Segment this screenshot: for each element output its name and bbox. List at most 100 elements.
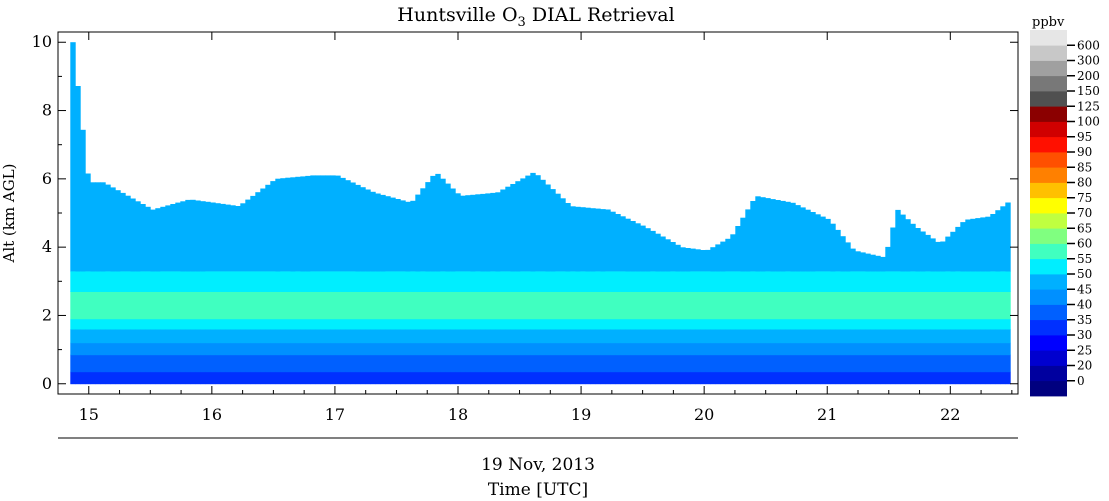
heat-cell: [820, 329, 826, 344]
heat-cell: [1000, 206, 1006, 272]
colorbar-level-label: 25: [1077, 343, 1092, 357]
heat-cell: [200, 291, 206, 320]
heat-cell: [340, 342, 346, 356]
heat-cell: [160, 206, 166, 272]
heat-cell: [520, 318, 526, 330]
heat-cell: [235, 291, 241, 320]
heat-cell: [250, 195, 256, 272]
colorbar-swatch: [1030, 91, 1067, 107]
heat-cell: [780, 318, 786, 330]
heat-cell: [405, 342, 411, 356]
heat-cell: [935, 271, 941, 292]
heat-cell: [625, 329, 631, 344]
heat-cell: [430, 342, 436, 356]
heat-cell: [165, 354, 171, 373]
heat-cell: [895, 291, 901, 320]
heat-cell: [255, 192, 261, 272]
heat-cell: [315, 175, 321, 272]
heat-cell: [430, 291, 436, 320]
heat-cell: [110, 329, 116, 344]
heat-cell: [775, 291, 781, 320]
colorbar-units-label: ppbv: [1032, 15, 1065, 30]
heat-cell: [715, 291, 721, 320]
heat-cell: [730, 342, 736, 356]
heat-cell: [780, 271, 786, 292]
heat-cell: [895, 342, 901, 356]
heat-cell: [560, 354, 566, 373]
heat-cell: [500, 342, 506, 356]
heat-cell: [80, 291, 86, 320]
heat-cell: [520, 371, 526, 385]
heat-cell: [280, 371, 286, 385]
heat-cell: [465, 271, 471, 292]
heat-cell: [725, 291, 731, 320]
heat-cell: [70, 354, 76, 373]
heat-cell: [130, 371, 136, 385]
heat-cell: [470, 329, 476, 344]
heat-cell: [695, 318, 701, 330]
heat-cell: [950, 354, 956, 373]
heat-cell: [715, 271, 721, 292]
heat-cell: [920, 354, 926, 373]
heat-cell: [95, 318, 101, 330]
heat-cell: [570, 329, 576, 344]
heat-cell: [565, 271, 571, 292]
heat-cell: [515, 342, 521, 356]
heat-cell: [960, 222, 966, 272]
heat-cell: [320, 318, 326, 330]
heat-cell: [120, 291, 126, 320]
heat-cell: [645, 354, 651, 373]
heat-cell: [765, 371, 771, 385]
heat-cell: [915, 354, 921, 373]
heat-cell: [115, 354, 121, 373]
heat-cell: [820, 342, 826, 356]
heat-cell: [845, 329, 851, 344]
heat-cell: [975, 342, 981, 356]
heat-cell: [210, 329, 216, 344]
heat-cell: [130, 318, 136, 330]
heat-cell: [600, 329, 606, 344]
heat-cell: [1000, 318, 1006, 330]
heat-cell: [110, 318, 116, 330]
heat-cell: [860, 342, 866, 356]
colorbar-swatch: [1030, 136, 1067, 153]
heat-cell: [735, 354, 741, 373]
heat-cell: [900, 318, 906, 330]
heat-cell: [635, 354, 641, 373]
heat-cell: [640, 318, 646, 330]
heat-cell: [285, 291, 291, 320]
heat-cell: [360, 342, 366, 356]
colorbar-level-label: 55: [1077, 252, 1092, 266]
heat-cell: [415, 271, 421, 292]
heat-cell: [965, 371, 971, 385]
heat-cell: [560, 291, 566, 320]
heat-cell: [470, 354, 476, 373]
heat-cell: [215, 291, 221, 320]
heat-cell: [670, 271, 676, 292]
heat-cell: [120, 329, 126, 344]
heat-cell: [125, 271, 131, 292]
heat-cell: [790, 291, 796, 320]
heat-cell: [110, 342, 116, 356]
heat-cell: [285, 318, 291, 330]
heat-cell: [90, 354, 96, 373]
heat-cell: [565, 371, 571, 385]
heat-cell: [175, 291, 181, 320]
heat-cell: [560, 271, 566, 292]
heat-cell: [305, 354, 311, 373]
heat-cell: [730, 271, 736, 292]
heat-cell: [470, 342, 476, 356]
heat-cell: [250, 342, 256, 356]
heat-cell: [355, 371, 361, 385]
heat-cell: [315, 371, 321, 385]
heat-cell: [190, 271, 196, 292]
heat-cell: [695, 291, 701, 320]
heat-cell: [405, 271, 411, 292]
heat-cell: [705, 354, 711, 373]
heat-cell: [395, 271, 401, 292]
heat-cell: [605, 354, 611, 373]
heat-cell: [145, 354, 151, 373]
heat-cell: [340, 329, 346, 344]
heat-cell: [785, 291, 791, 320]
heat-cell: [310, 371, 316, 385]
